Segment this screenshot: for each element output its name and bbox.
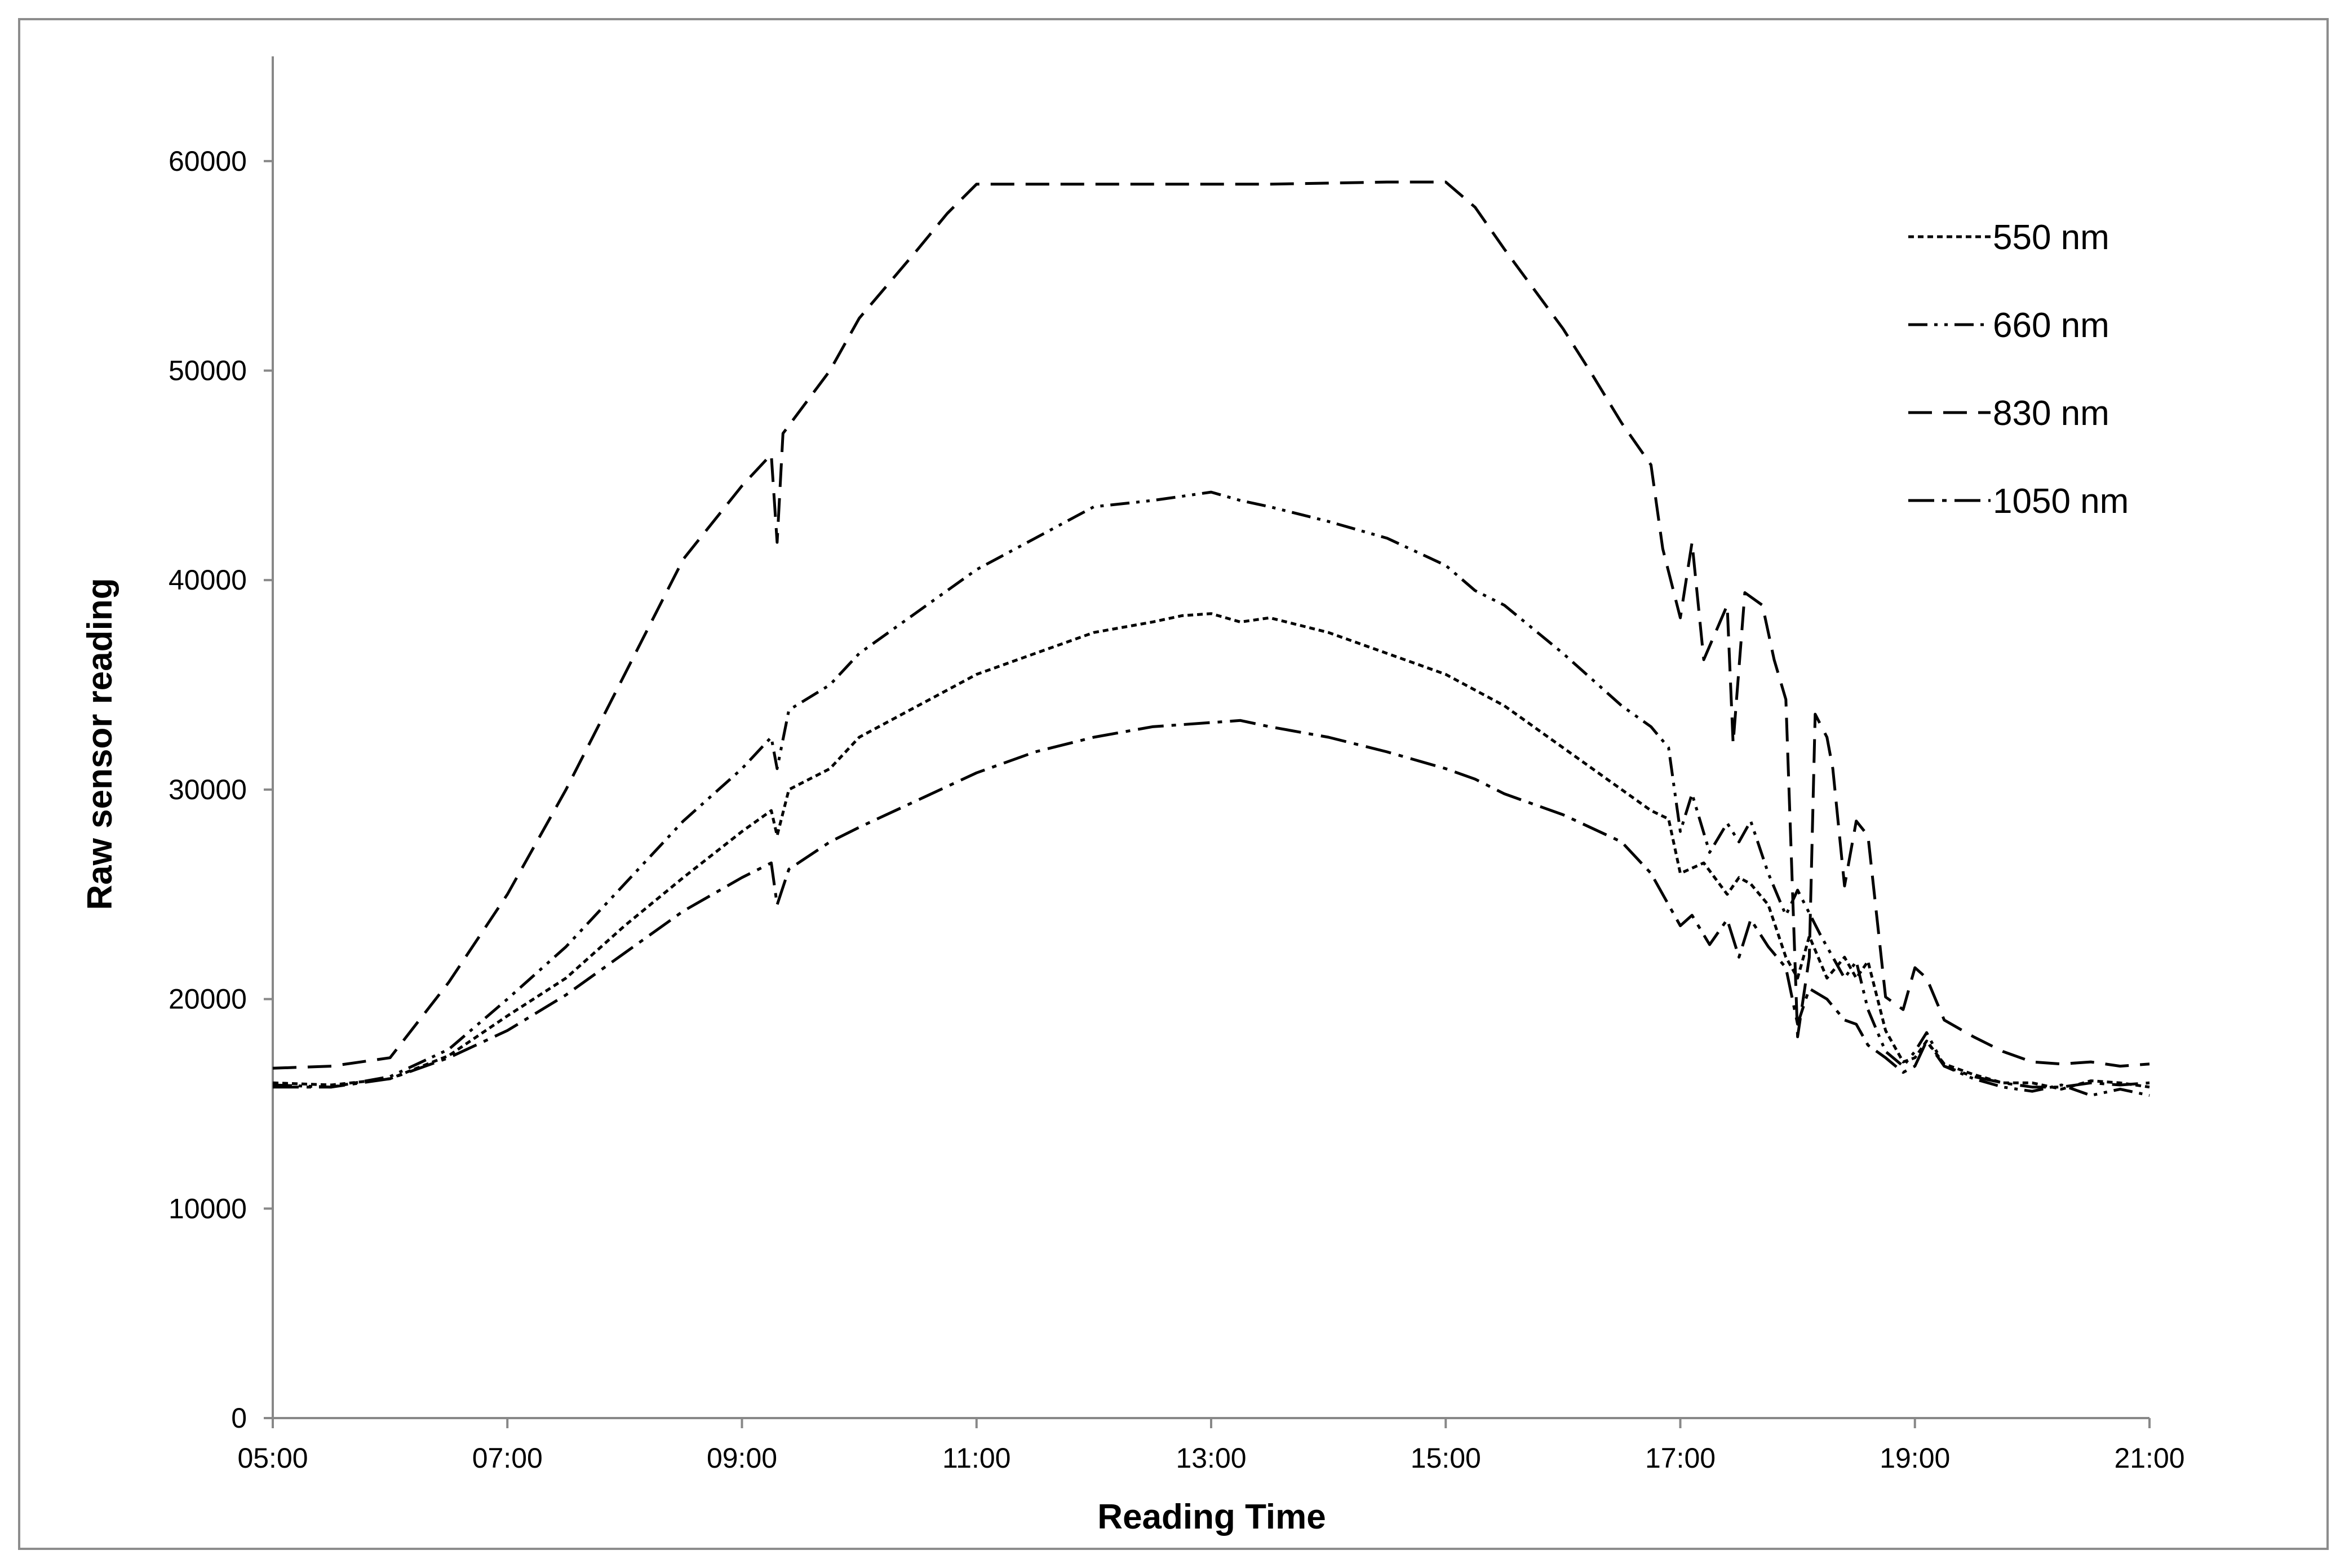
series-line-1050-nm xyxy=(273,719,2150,1089)
legend-label: 1050 nm xyxy=(1993,482,2129,521)
x-tick-label: 19:00 xyxy=(1880,1442,1950,1474)
x-tick-label: 11:00 xyxy=(942,1442,1010,1474)
y-ticks: 0 10000 20000 30000 40000 50000 60000 xyxy=(169,145,273,1434)
x-ticks: 05:00 07:00 09:00 11:00 13:00 15:00 17:00 19:00… xyxy=(237,1418,2185,1474)
legend: 550 nm 660 nm 830 nm 1050 nm xyxy=(1908,218,2129,521)
x-tick-label: 05:00 xyxy=(237,1442,308,1474)
y-tick-label: 20000 xyxy=(169,984,247,1015)
legend-label: 550 nm xyxy=(1993,218,2109,257)
axes: 0 10000 20000 30000 40000 50000 60000 05:00 07:… xyxy=(169,56,2185,1474)
series-line-830-nm xyxy=(272,180,2150,1070)
x-tick-label: 07:00 xyxy=(472,1442,543,1474)
y-tick-label: 60000 xyxy=(169,145,247,177)
y-tick-label: 10000 xyxy=(169,1193,247,1224)
x-tick-label: 09:00 xyxy=(707,1442,777,1474)
legend-item: 830 nm xyxy=(1908,394,2109,433)
legend-item: 550 nm xyxy=(1908,218,2109,257)
y-tick-label: 30000 xyxy=(169,774,247,805)
x-axis-title: Reading Time xyxy=(1097,1498,1326,1536)
x-tick-label: 21:00 xyxy=(2114,1442,2184,1474)
x-tick-label: 15:00 xyxy=(1411,1442,1481,1474)
series-line-660-nm xyxy=(272,490,2150,1097)
y-tick-label: 50000 xyxy=(169,355,247,387)
legend-label: 830 nm xyxy=(1993,394,2109,433)
series-line-550-nm xyxy=(272,612,2150,1091)
series-layer xyxy=(272,180,2150,1097)
x-tick-label: 17:00 xyxy=(1645,1442,1716,1474)
y-tick-label: 0 xyxy=(231,1402,247,1434)
legend-item: 1050 nm xyxy=(1908,482,2129,521)
chart-frame xyxy=(18,18,2329,1550)
legend-label: 660 nm xyxy=(1993,306,2109,345)
y-axis-title: Raw sensor reading xyxy=(81,578,119,910)
x-tick-label: 13:00 xyxy=(1176,1442,1246,1474)
legend-item: 660 nm xyxy=(1908,306,2109,345)
y-tick-label: 40000 xyxy=(169,564,247,596)
